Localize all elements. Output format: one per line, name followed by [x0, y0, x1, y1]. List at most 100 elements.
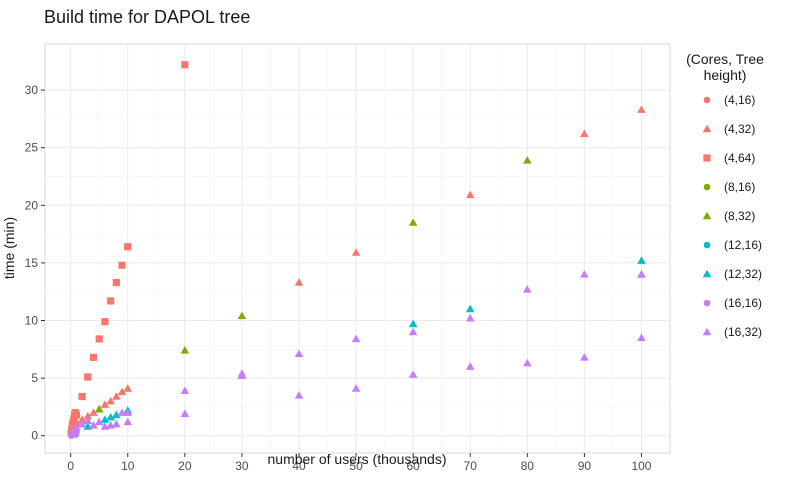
legend-key [703, 154, 711, 162]
data-point [637, 256, 646, 264]
y-tick-label: 30 [25, 83, 39, 97]
y-tick-label: 25 [25, 141, 39, 155]
data-point [351, 334, 361, 343]
data-point [94, 404, 104, 413]
data-point [72, 423, 81, 431]
legend-title-line: height) [704, 67, 747, 83]
data-point [351, 248, 361, 256]
data-point [95, 335, 103, 343]
x-tick-label: 20 [178, 459, 192, 473]
data-point [180, 409, 190, 418]
data-point [83, 411, 93, 420]
data-point [408, 370, 418, 378]
data-point [124, 243, 132, 251]
data-point [237, 311, 247, 320]
data-point [465, 362, 475, 370]
plot-panel [44, 43, 671, 454]
legend-title-line: (Cores, Tree [686, 51, 764, 67]
x-tick-label: 80 [521, 459, 535, 473]
data-point [580, 129, 589, 138]
data-point [106, 412, 115, 421]
legend-label: (4,32) [724, 122, 755, 136]
y-axis-label: time (min) [1, 217, 17, 279]
x-tick-label: 30 [235, 459, 249, 473]
data-point [465, 313, 475, 322]
data-point [112, 392, 121, 400]
data-point [637, 333, 646, 342]
x-tick-label: 0 [67, 459, 74, 473]
legend-label: (12,16) [724, 238, 762, 252]
x-tick-label: 10 [121, 459, 135, 473]
y-tick-label: 20 [25, 198, 39, 212]
data-point [106, 396, 115, 405]
x-tick-label: 40 [292, 459, 306, 473]
y-tick-label: 5 [31, 371, 38, 385]
data-point [84, 373, 92, 381]
legend-key [703, 299, 711, 307]
legend-key [703, 96, 711, 104]
data-point [72, 411, 80, 419]
plot-area: 0 10 20 30 40 50 60 70 80 90 100 0 5 10 15 20 25 30 [25, 43, 671, 473]
legend-label: (16,32) [724, 325, 762, 339]
x-tick-label: 100 [631, 459, 651, 473]
data-point [294, 278, 304, 286]
legend-label: (8,16) [724, 180, 755, 194]
data-point [465, 190, 475, 199]
data-point [123, 408, 133, 416]
data-point [351, 384, 361, 392]
data-point [408, 319, 418, 328]
data-point [94, 417, 104, 426]
series-8 [69, 270, 646, 435]
legend-label: (4,64) [724, 151, 755, 165]
legend-label: (16,16) [724, 296, 762, 310]
data-point [78, 392, 86, 401]
data-point [101, 318, 109, 326]
data-point [637, 270, 646, 278]
data-point [123, 384, 133, 392]
data-point [89, 353, 98, 361]
data-point [237, 369, 247, 377]
series-4 [94, 156, 646, 413]
legend-label: (4,16) [724, 93, 755, 107]
data-point [117, 408, 127, 416]
legend-key [702, 211, 712, 220]
legend-key [703, 183, 711, 191]
data-point [100, 415, 110, 423]
data-point [637, 105, 646, 113]
legend-key [702, 269, 712, 278]
data-point [100, 400, 110, 408]
x-axis-label: number of users (thousands) [268, 451, 447, 467]
data-point [408, 218, 418, 226]
data-point [107, 297, 115, 305]
data-point [89, 421, 98, 429]
data-point [523, 156, 532, 164]
y-tick-label: 10 [25, 314, 39, 328]
series-6 [83, 256, 646, 430]
y-tick-label: 15 [25, 256, 39, 270]
x-tick-label: 70 [464, 459, 478, 473]
data-point [112, 410, 121, 419]
legend-label: (12,32) [724, 267, 762, 281]
legend-key [703, 241, 711, 249]
data-point [123, 417, 133, 426]
data-point [77, 415, 87, 423]
data-point [523, 285, 532, 293]
data-point [580, 353, 589, 361]
data-point [408, 327, 418, 336]
data-point [83, 416, 93, 424]
y-tick-label: 0 [31, 429, 38, 443]
data-point [112, 419, 121, 428]
data-point [294, 391, 304, 399]
x-tick-label: 90 [578, 459, 592, 473]
series-2 [67, 61, 189, 436]
data-point [181, 61, 189, 69]
data-point [465, 304, 475, 313]
x-tick-label: 60 [406, 459, 420, 473]
data-point [89, 408, 98, 416]
data-point [112, 278, 120, 287]
x-tick-label: 50 [349, 459, 363, 473]
legend-key [702, 124, 712, 133]
